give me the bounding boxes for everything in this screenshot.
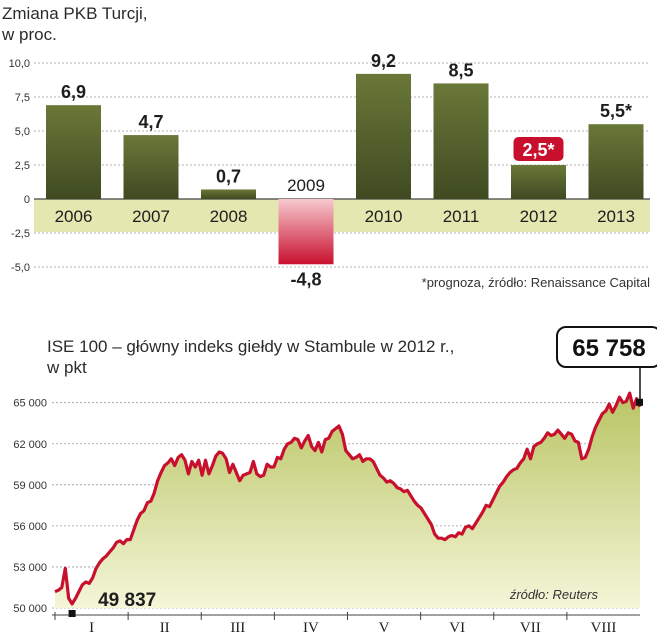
ise-chart-subtitle: w pkt bbox=[46, 358, 87, 377]
max-point-marker bbox=[636, 398, 643, 406]
gdp-bar-chart: Zmiana PKB Turcji, w proc. 10,0 7,5 5,0 2,5… bbox=[1, 4, 650, 290]
max-value-box bbox=[556, 326, 657, 368]
min-point-marker bbox=[68, 610, 76, 617]
ise-y-tick-label: 62 000 bbox=[13, 439, 47, 451]
ise-y-tick-label: 53 000 bbox=[13, 562, 47, 574]
gdp-bar bbox=[356, 73, 411, 199]
gdp-y-tick-label: 2,5 bbox=[15, 160, 30, 172]
gdp-value-label: 5,5* bbox=[600, 101, 632, 121]
gdp-source-note: *prognoza, źródło: Renaissance Capital bbox=[422, 275, 650, 290]
ise-month-label: IV bbox=[303, 620, 319, 636]
ise-y-axis: 65 000 62 000 59 000 56 000 53 000 50 000 bbox=[13, 398, 47, 615]
gdp-chart-title: Zmiana PKB Turcji, bbox=[2, 4, 148, 23]
gdp-y-axis: 10,0 7,5 5,0 2,5 0 -2,5 -5,0 bbox=[9, 58, 30, 274]
gdp-category-label: 2010 bbox=[365, 207, 403, 226]
min-value-label: 49 837 bbox=[98, 590, 156, 611]
gdp-category-label: 2011 bbox=[443, 207, 480, 226]
ise-area-fill bbox=[55, 393, 640, 608]
gdp-category-label: 2007 bbox=[132, 207, 170, 226]
category-band bbox=[34, 199, 650, 232]
ise-month-label: VIII bbox=[591, 620, 617, 636]
max-value-callout: 65 758 bbox=[556, 326, 657, 406]
gdp-bar bbox=[588, 124, 644, 199]
gdp-y-tick-label: 0 bbox=[24, 194, 30, 206]
gdp-value-label: -4,8 bbox=[290, 269, 321, 289]
ise-y-tick-label: 50 000 bbox=[13, 603, 47, 615]
ise-month-label: VI bbox=[449, 620, 465, 636]
ise100-chart: ISE 100 – główny indeks giełdy w Stambul… bbox=[13, 326, 657, 636]
gdp-y-tick-label: -5,0 bbox=[11, 262, 30, 274]
ise-month-label: V bbox=[379, 620, 390, 636]
gdp-chart-subtitle: w proc. bbox=[1, 25, 57, 44]
ise-index-line bbox=[54, 391, 642, 606]
gdp-bar bbox=[46, 105, 101, 199]
ise-source-note: źródło: Reuters bbox=[509, 587, 599, 602]
gdp-value-label: 9,2 bbox=[371, 51, 396, 71]
gdp-category-label: 2013 bbox=[597, 207, 635, 226]
ise-month-label: III bbox=[230, 620, 245, 636]
forecast-highlight-badge bbox=[513, 137, 564, 161]
gdp-bar bbox=[511, 165, 566, 199]
gdp-category-label: 2006 bbox=[55, 207, 93, 226]
gdp-y-tick-label: 10,0 bbox=[9, 58, 30, 70]
gdp-bar bbox=[278, 199, 334, 265]
ise-x-axis: I II III IV V VI VII VIII bbox=[52, 612, 640, 636]
gdp-bars bbox=[46, 73, 644, 265]
gdp-bar bbox=[433, 83, 489, 199]
ise-chart-title: ISE 100 – główny indeks giełdy w Stambul… bbox=[47, 337, 454, 356]
gdp-x-axis: 2006 2007 2008 2009 2010 2011 2012 2013 bbox=[55, 176, 635, 226]
gdp-value-labels: 6,9 4,7 0,7 -4,8 9,2 8,5 2,5* 5,5* bbox=[61, 51, 632, 289]
ise-y-tick-label: 65 000 bbox=[13, 398, 47, 410]
gdp-bar bbox=[201, 189, 256, 199]
gdp-y-tick-label: -2,5 bbox=[11, 228, 30, 240]
ise-month-label: II bbox=[160, 620, 170, 636]
gdp-y-tick-label: 7,5 bbox=[15, 92, 30, 104]
gdp-value-label: 4,7 bbox=[138, 112, 163, 132]
ise-month-label: VII bbox=[520, 620, 541, 636]
gdp-value-label: 8,5 bbox=[448, 60, 473, 80]
gdp-category-label: 2008 bbox=[210, 207, 248, 226]
gdp-value-label: 0,7 bbox=[216, 166, 241, 186]
max-value-label: 65 758 bbox=[572, 335, 645, 362]
gdp-category-label: 2012 bbox=[520, 207, 558, 226]
ise-y-tick-label: 59 000 bbox=[13, 480, 47, 492]
gdp-y-tick-label: 5,0 bbox=[15, 126, 30, 138]
gdp-value-label: 6,9 bbox=[61, 82, 86, 102]
ise-month-label: I bbox=[89, 620, 94, 636]
gdp-category-label: 2009 bbox=[287, 176, 325, 195]
gdp-value-label: 2,5* bbox=[522, 140, 554, 160]
gdp-bar bbox=[123, 135, 179, 199]
ise-y-tick-label: 56 000 bbox=[13, 521, 47, 533]
